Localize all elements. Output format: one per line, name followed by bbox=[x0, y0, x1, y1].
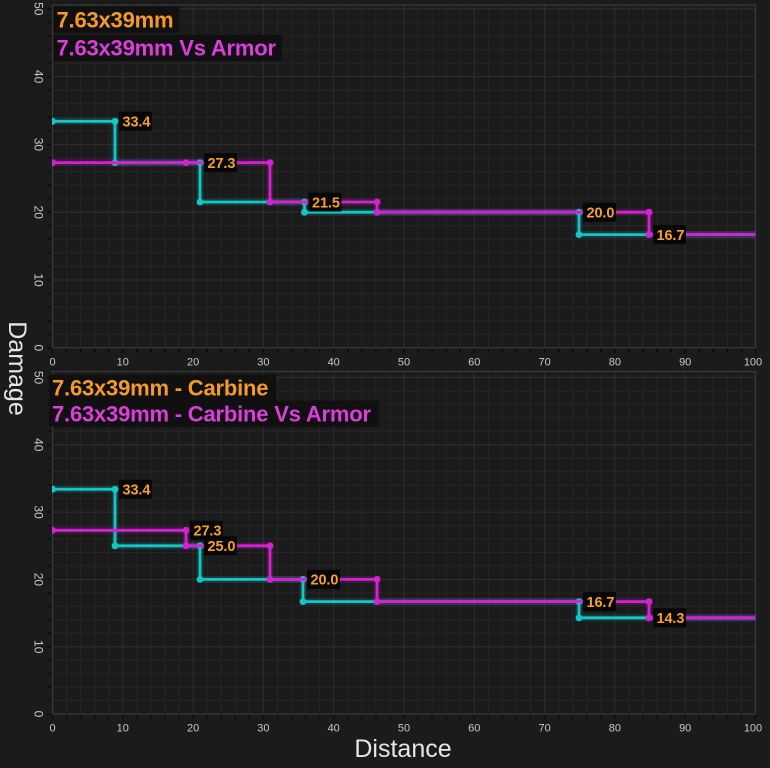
svg-text:20: 20 bbox=[32, 206, 46, 220]
svg-text:33.4: 33.4 bbox=[123, 483, 151, 499]
svg-text:50: 50 bbox=[398, 357, 410, 369]
svg-text:30: 30 bbox=[257, 723, 269, 735]
svg-text:50: 50 bbox=[32, 371, 46, 385]
svg-text:10: 10 bbox=[117, 723, 129, 735]
svg-text:80: 80 bbox=[609, 357, 621, 369]
svg-text:25.0: 25.0 bbox=[208, 539, 236, 555]
svg-text:90: 90 bbox=[679, 723, 691, 735]
svg-text:70: 70 bbox=[538, 723, 550, 735]
svg-text:50: 50 bbox=[32, 2, 46, 16]
svg-text:Distance: Distance bbox=[354, 735, 451, 763]
svg-text:30: 30 bbox=[257, 357, 269, 369]
svg-text:30: 30 bbox=[32, 138, 46, 152]
svg-text:7.63x39mm: 7.63x39mm bbox=[57, 7, 174, 32]
svg-text:20.0: 20.0 bbox=[311, 573, 339, 589]
svg-text:21.5: 21.5 bbox=[312, 195, 340, 211]
svg-text:10: 10 bbox=[117, 357, 129, 369]
svg-text:60: 60 bbox=[468, 357, 480, 369]
svg-text:20.0: 20.0 bbox=[587, 206, 615, 222]
svg-text:20: 20 bbox=[187, 723, 199, 735]
svg-text:10: 10 bbox=[32, 640, 46, 654]
svg-text:40: 40 bbox=[328, 357, 340, 369]
svg-text:30: 30 bbox=[32, 505, 46, 519]
svg-text:0: 0 bbox=[32, 711, 46, 718]
svg-text:0: 0 bbox=[49, 357, 55, 369]
svg-text:70: 70 bbox=[538, 357, 550, 369]
svg-text:40: 40 bbox=[32, 70, 46, 84]
svg-text:Damage: Damage bbox=[3, 321, 31, 416]
svg-text:60: 60 bbox=[468, 723, 480, 735]
svg-text:20: 20 bbox=[32, 573, 46, 587]
svg-text:27.3: 27.3 bbox=[208, 156, 236, 172]
svg-text:100: 100 bbox=[744, 357, 762, 369]
svg-text:16.7: 16.7 bbox=[657, 228, 685, 244]
svg-text:90: 90 bbox=[679, 357, 691, 369]
svg-text:7.63x39mm - Carbine Vs Armor: 7.63x39mm - Carbine Vs Armor bbox=[52, 401, 371, 426]
svg-text:40: 40 bbox=[328, 723, 340, 735]
svg-text:14.3: 14.3 bbox=[657, 611, 685, 627]
svg-text:80: 80 bbox=[609, 723, 621, 735]
svg-text:33.4: 33.4 bbox=[123, 115, 151, 131]
svg-text:16.7: 16.7 bbox=[587, 595, 615, 611]
svg-text:10: 10 bbox=[32, 273, 46, 287]
svg-text:27.3: 27.3 bbox=[194, 524, 222, 540]
svg-text:50: 50 bbox=[398, 723, 410, 735]
svg-text:0: 0 bbox=[49, 723, 55, 735]
svg-text:20: 20 bbox=[187, 357, 199, 369]
svg-text:7.63x39mm Vs Armor: 7.63x39mm Vs Armor bbox=[57, 36, 277, 61]
svg-text:40: 40 bbox=[32, 438, 46, 452]
svg-text:7.63x39mm - Carbine: 7.63x39mm - Carbine bbox=[52, 375, 268, 400]
svg-text:100: 100 bbox=[744, 723, 762, 735]
svg-text:0: 0 bbox=[32, 344, 46, 351]
